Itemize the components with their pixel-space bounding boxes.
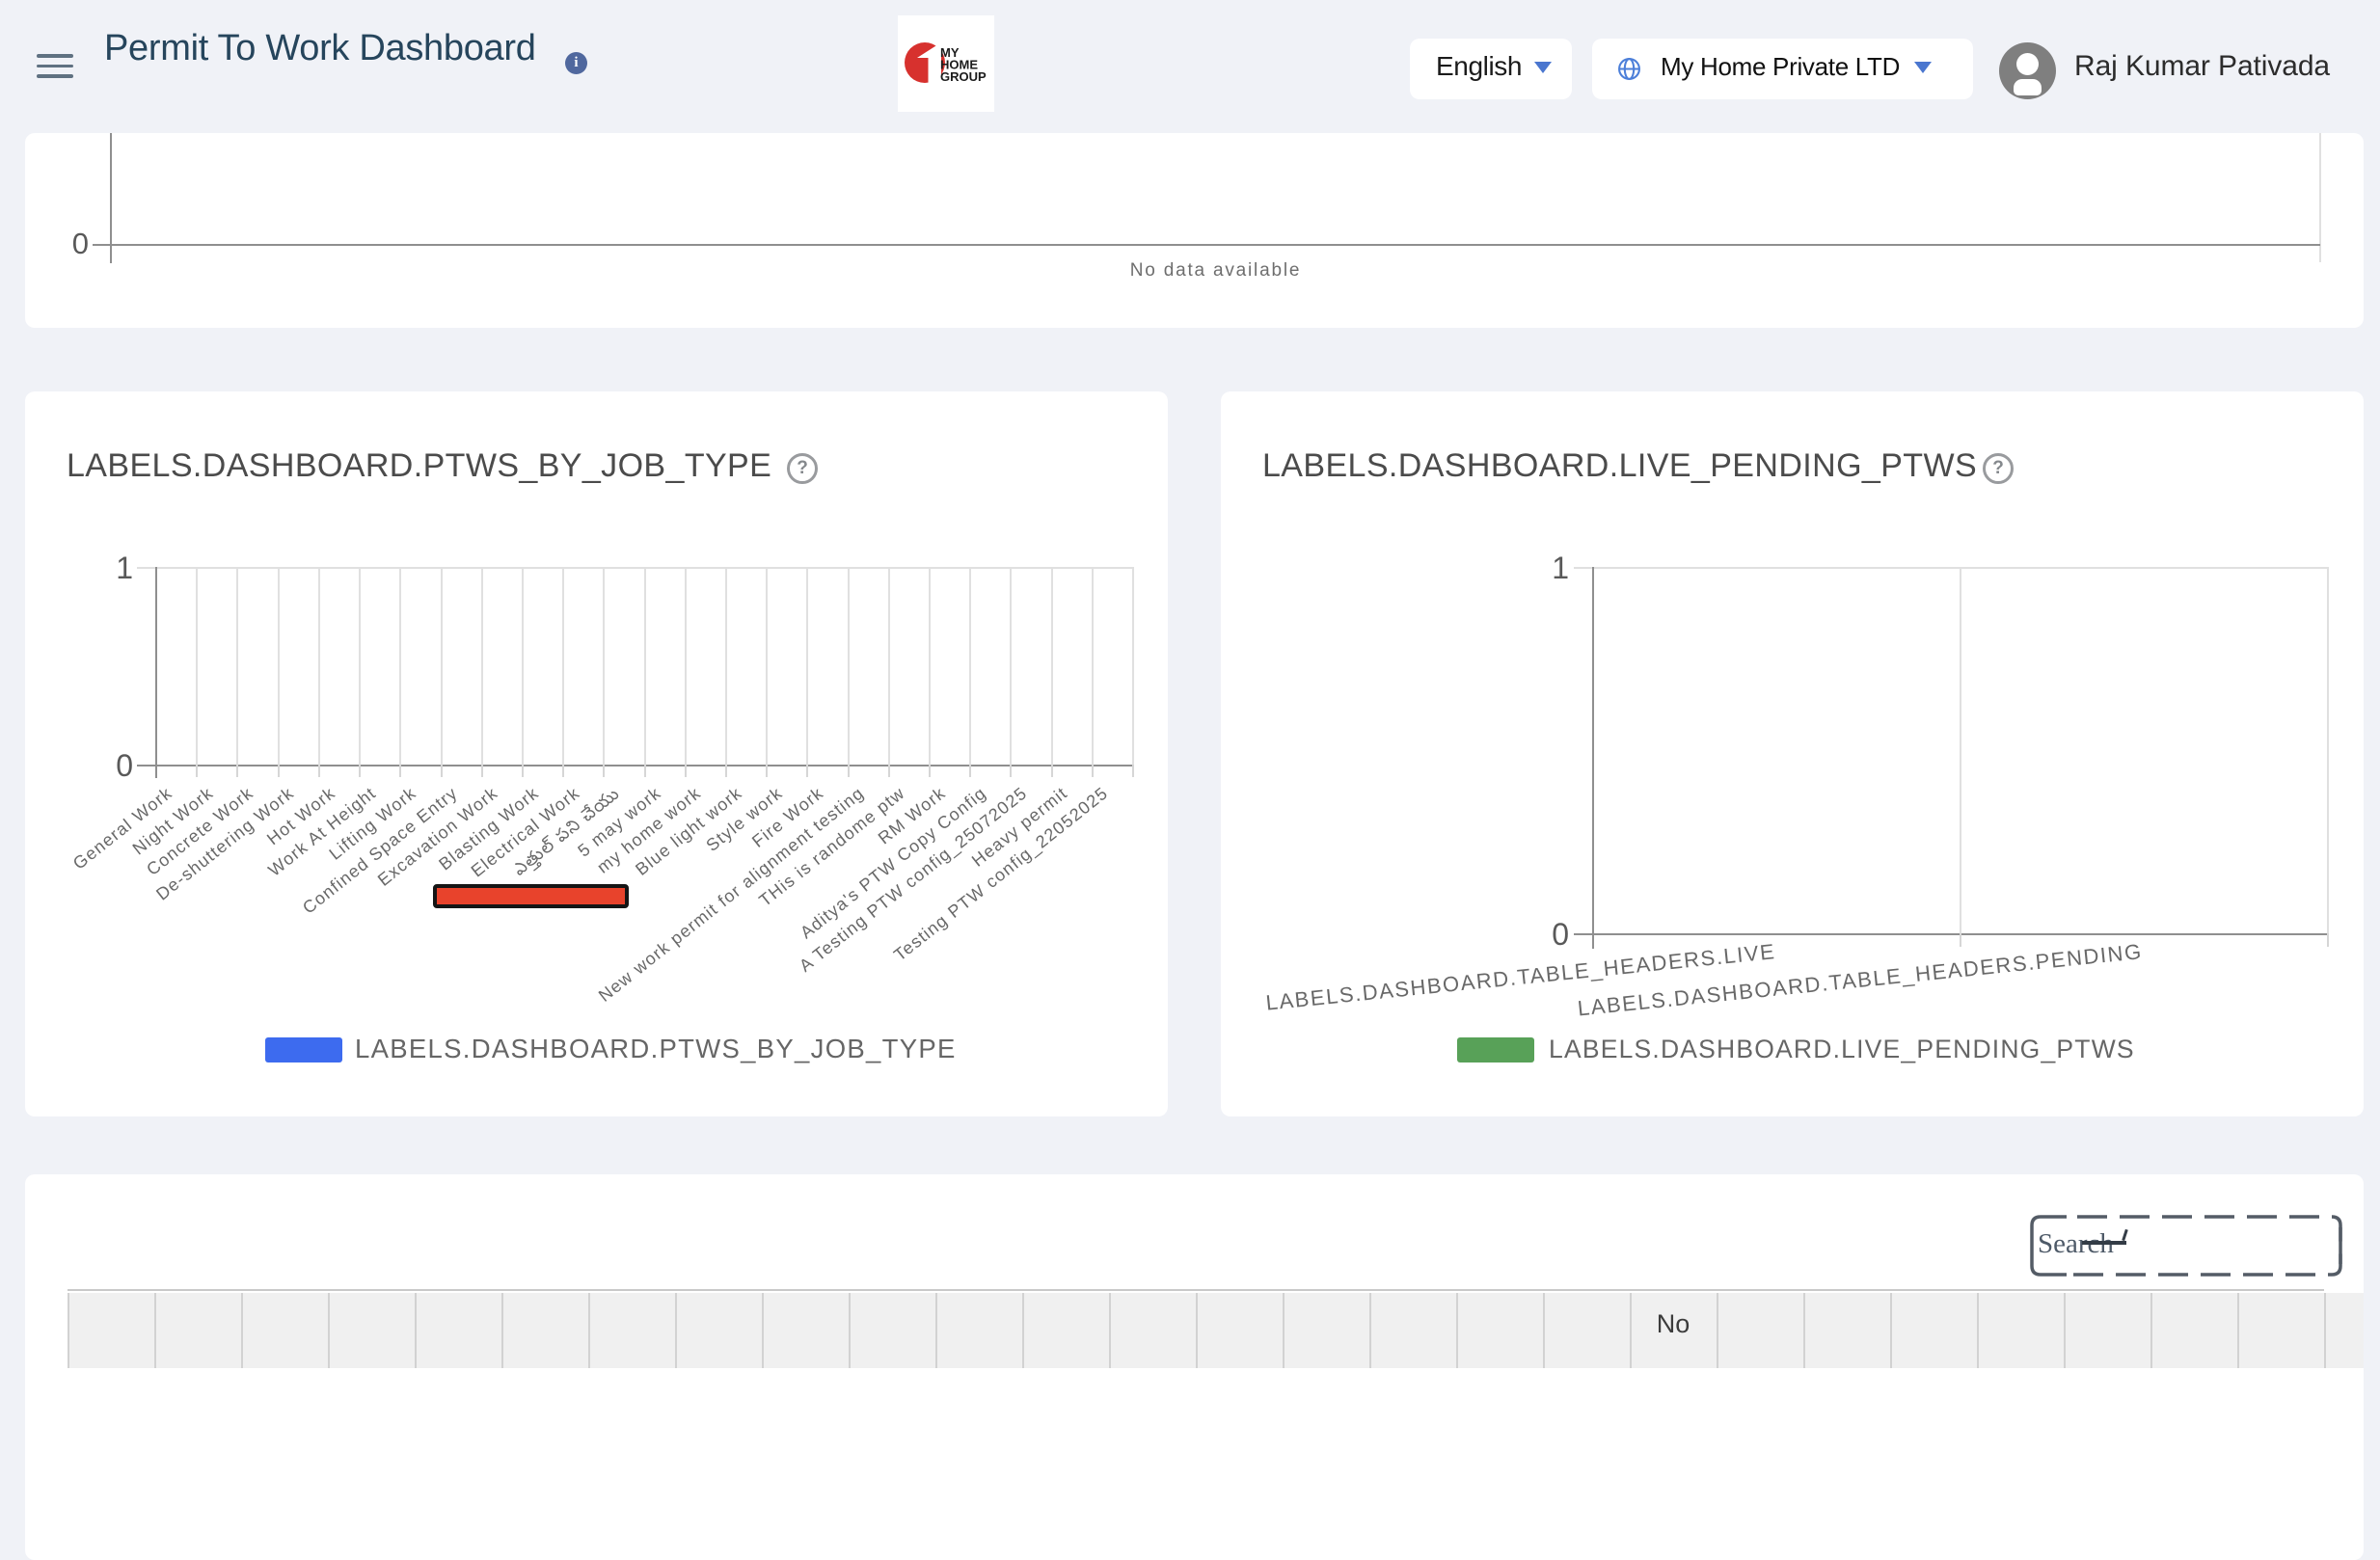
svg-text:GROUP: GROUP xyxy=(940,69,987,84)
svg-text:MY: MY xyxy=(940,45,960,60)
svg-text:HOME: HOME xyxy=(940,58,978,72)
